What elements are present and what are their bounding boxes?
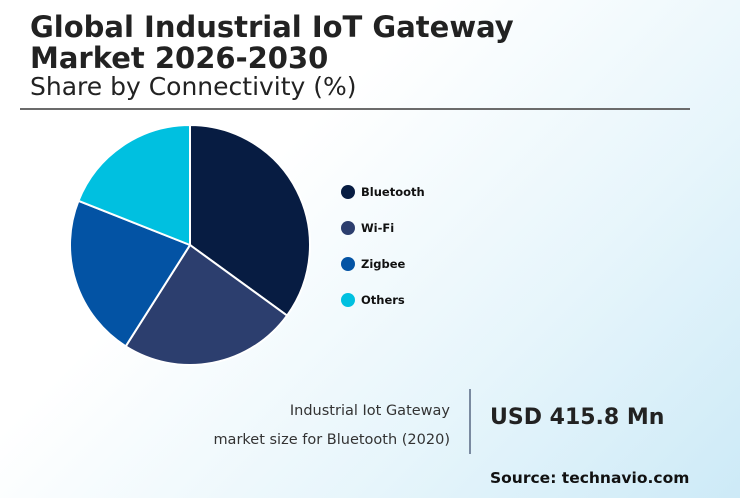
legend-item: Wi-Fi	[341, 210, 425, 246]
legend-swatch	[341, 257, 355, 271]
legend-item: Zigbee	[341, 246, 425, 282]
legend-label: Bluetooth	[361, 185, 425, 199]
legend: Bluetooth Wi-Fi Zigbee Others	[341, 174, 425, 318]
title-line-2: Market 2026-2030	[30, 41, 329, 75]
legend-swatch	[341, 293, 355, 307]
legend-label: Others	[361, 293, 405, 307]
pie-slice-wi-fi	[124, 243, 289, 366]
legend-label: Zigbee	[361, 257, 406, 271]
legend-swatch	[341, 221, 355, 235]
stat-label-line-1: Industrial Iot Gateway	[289, 403, 450, 419]
pie-slice-bluetooth	[189, 123, 311, 317]
chart-subtitle: Share by Connectivity (%)	[30, 72, 357, 101]
legend-swatch	[341, 185, 355, 199]
chart-title: Global Industrial IoT Gateway Market 202…	[30, 12, 514, 74]
title-line-1: Global Industrial IoT Gateway	[30, 10, 514, 44]
stat-label: Industrial Iot Gateway market size for B…	[213, 397, 450, 455]
stat-divider	[469, 389, 471, 454]
source-credit: Source: technavio.com	[490, 469, 690, 487]
legend-item: Bluetooth	[341, 174, 425, 210]
stat-value: USD 415.8 Mn	[490, 405, 665, 430]
pie-slice-zigbee	[69, 199, 192, 348]
legend-label: Wi-Fi	[361, 221, 395, 235]
stat-label-line-2: market size for Bluetooth (2020)	[213, 432, 450, 448]
pie-slice-others	[77, 123, 191, 247]
legend-item: Others	[341, 282, 425, 318]
divider	[20, 108, 690, 110]
